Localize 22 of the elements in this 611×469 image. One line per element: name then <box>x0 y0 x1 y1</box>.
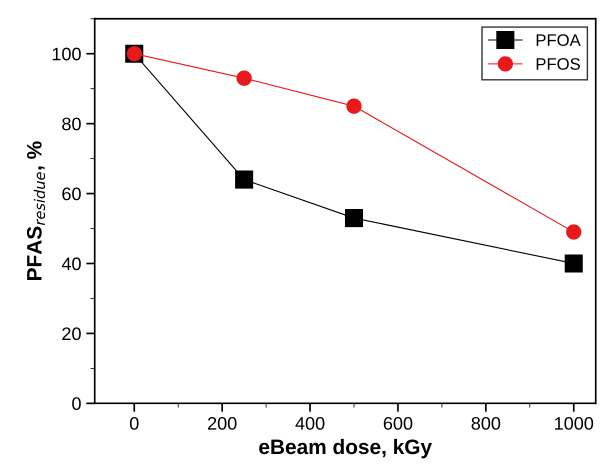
point <box>564 254 583 273</box>
point <box>344 209 364 228</box>
x-tick-label: 1000 <box>555 417 594 430</box>
x-tick-label: 200 <box>208 417 237 430</box>
legend-label: PFOA <box>536 34 581 46</box>
y-tick-label: 100 <box>52 48 81 60</box>
x-tick-label: 800 <box>472 417 500 430</box>
x-tick-label: 400 <box>295 417 324 430</box>
point <box>235 170 254 189</box>
point <box>566 224 582 240</box>
y-tick-label: 20 <box>62 327 81 340</box>
y-tick-label: 0 <box>72 397 81 410</box>
y-axis-title: PFAS$_{residue}$, % <box>26 141 46 280</box>
y-tick-label: 40 <box>62 257 81 270</box>
legend-label: PFOS <box>536 58 580 70</box>
x-axis-title: eBeam dose, kGy <box>259 438 432 458</box>
y-tick-label: 80 <box>62 118 81 130</box>
point <box>236 70 252 86</box>
x-tick-label: 0 <box>130 417 139 430</box>
y-tick-label: 60 <box>62 188 81 200</box>
x-tick-label: 600 <box>384 417 412 430</box>
point <box>346 98 362 114</box>
